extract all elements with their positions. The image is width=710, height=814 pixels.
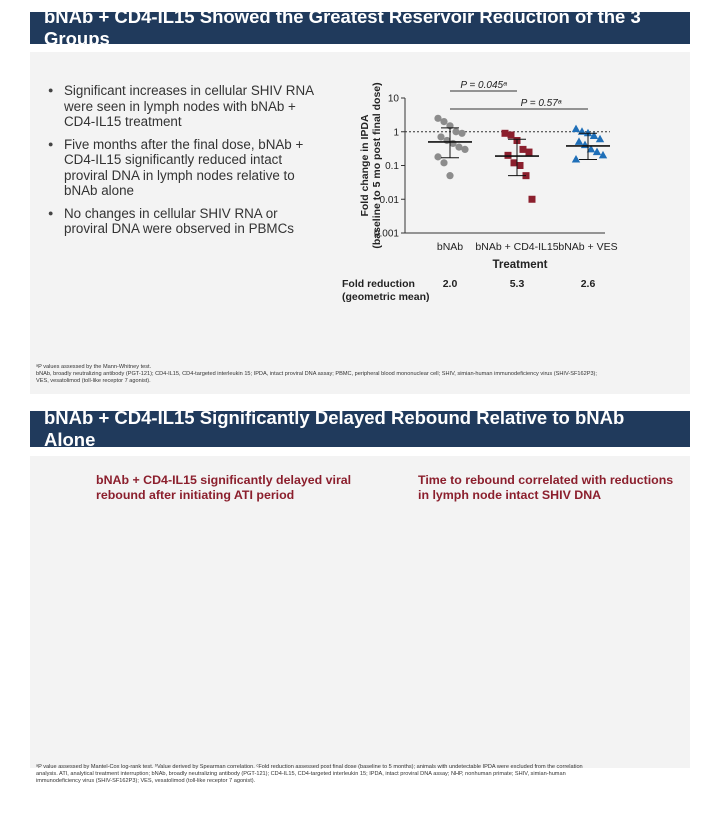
section2-banner: bNAb + CD4-IL15 Significantly Delayed Re… (30, 407, 690, 450)
finding-item: Five months after the final dose, bNAb +… (48, 137, 318, 199)
finding-item: Significant increases in cellular SHIV R… (48, 83, 318, 130)
finding-item: No changes in cellular SHIV RNA or provi… (48, 206, 318, 237)
section2-panel (30, 456, 690, 768)
section2-footnote: ᵃP value assessed by Mantel-Cox log-rank… (36, 764, 686, 785)
km-chart-title: bNAb + CD4-IL15 significantly delayed vi… (96, 473, 352, 502)
footnote-line: VES, vesatolimod (toll-like receptor 7 a… (36, 378, 151, 384)
footnote-line: ᵃP value assessed by Mantel-Cox log-rank… (36, 764, 583, 770)
section1-banner: bNAb + CD4-IL15 Showed the Greatest Rese… (30, 6, 690, 49)
corr-chart-title: Time to rebound correlated with reductio… (418, 473, 674, 502)
section1-footnote: ᵃP values assessed by the Mann-Whitney t… (36, 364, 686, 385)
footnote-line: analysis. ATI, analytical treatment inte… (36, 771, 566, 777)
footnote-line: immunodeficiency virus (SHIV-SF162P3); V… (36, 778, 256, 784)
footnote-line: ᵃP values assessed by the Mann-Whitney t… (36, 364, 152, 370)
findings-list: Significant increases in cellular SHIV R… (48, 83, 318, 244)
footnote-line: bNAb, broadly neutralizing antibody (PGT… (36, 371, 597, 377)
